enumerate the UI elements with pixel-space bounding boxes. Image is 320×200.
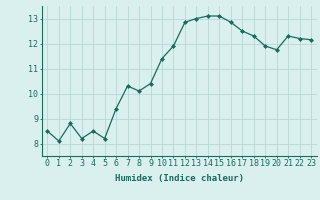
X-axis label: Humidex (Indice chaleur): Humidex (Indice chaleur)	[115, 174, 244, 183]
